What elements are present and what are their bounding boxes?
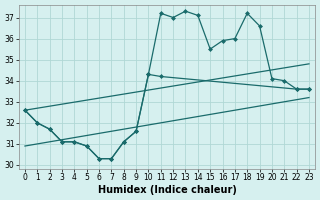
X-axis label: Humidex (Indice chaleur): Humidex (Indice chaleur) (98, 185, 236, 195)
